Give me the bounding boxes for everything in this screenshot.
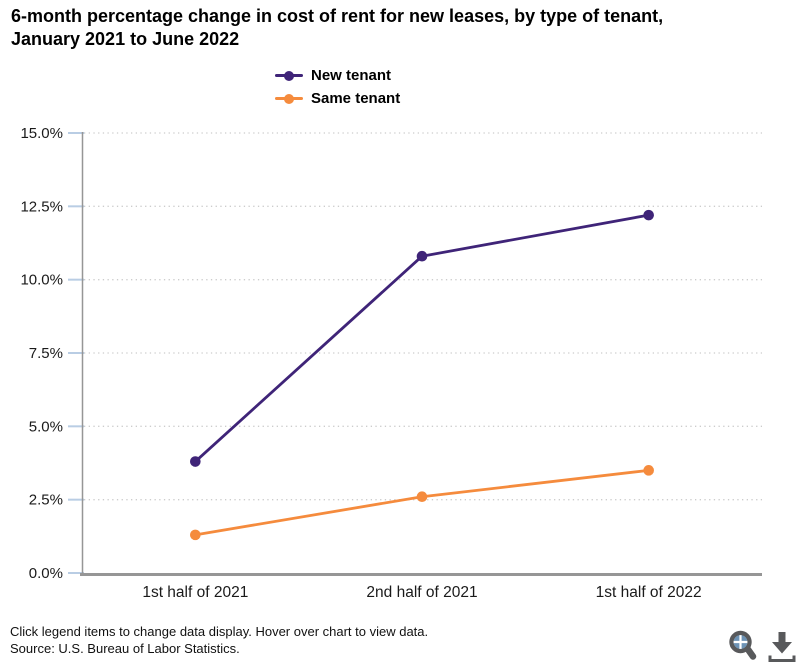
y-tick-label: 10.0% [20,272,63,289]
legend-item-new-tenant[interactable]: New tenant [275,66,400,85]
chart-hint-text: Click legend items to change data displa… [10,624,429,639]
legend-marker-new-tenant-icon [275,70,303,81]
y-tick-label: 0.0% [29,565,63,582]
plot-area[interactable] [82,133,762,573]
chart-source-text: Source: U.S. Bureau of Labor Statistics. [10,641,240,656]
y-tick-label: 15.0% [20,125,63,142]
y-tick-label: 5.0% [29,418,63,435]
data-point-same-tenant-2[interactable] [643,465,654,476]
y-tick-label: 2.5% [29,492,63,509]
x-tick-label: 1st half of 2021 [142,584,248,601]
legend-label-new-tenant: New tenant [311,67,392,84]
y-tick-label: 12.5% [20,198,63,215]
line-chart: 0.0% 2.5% 5.0% 7.5% 10.0% 12.5% 15.0% 1st half … [20,125,762,601]
zoom-icon[interactable] [728,629,758,663]
legend-marker-same-tenant-icon [275,93,303,104]
chart-title-line2: January 2021 to June 2022 [11,29,240,49]
x-tick-label: 2nd half of 2021 [366,584,477,601]
legend-item-same-tenant[interactable]: Same tenant [275,89,400,108]
data-point-new-tenant-0[interactable] [190,456,201,467]
chart-title-line1: 6-month percentage change in cost of ren… [11,6,664,26]
data-point-new-tenant-1[interactable] [416,250,428,262]
data-point-new-tenant-2[interactable] [643,209,654,221]
legend-label-same-tenant: Same tenant [311,90,401,107]
y-tick-label: 7.5% [29,345,63,362]
legend: New tenant Same tenant [275,66,400,108]
download-icon[interactable] [767,629,797,663]
data-point-same-tenant-1[interactable] [416,491,428,503]
x-tick-label: 1st half of 2022 [596,584,702,601]
data-point-same-tenant-0[interactable] [190,529,201,541]
chart-title: 6-month percentage change in cost of ren… [11,5,663,51]
chart-toolbar [728,629,797,663]
